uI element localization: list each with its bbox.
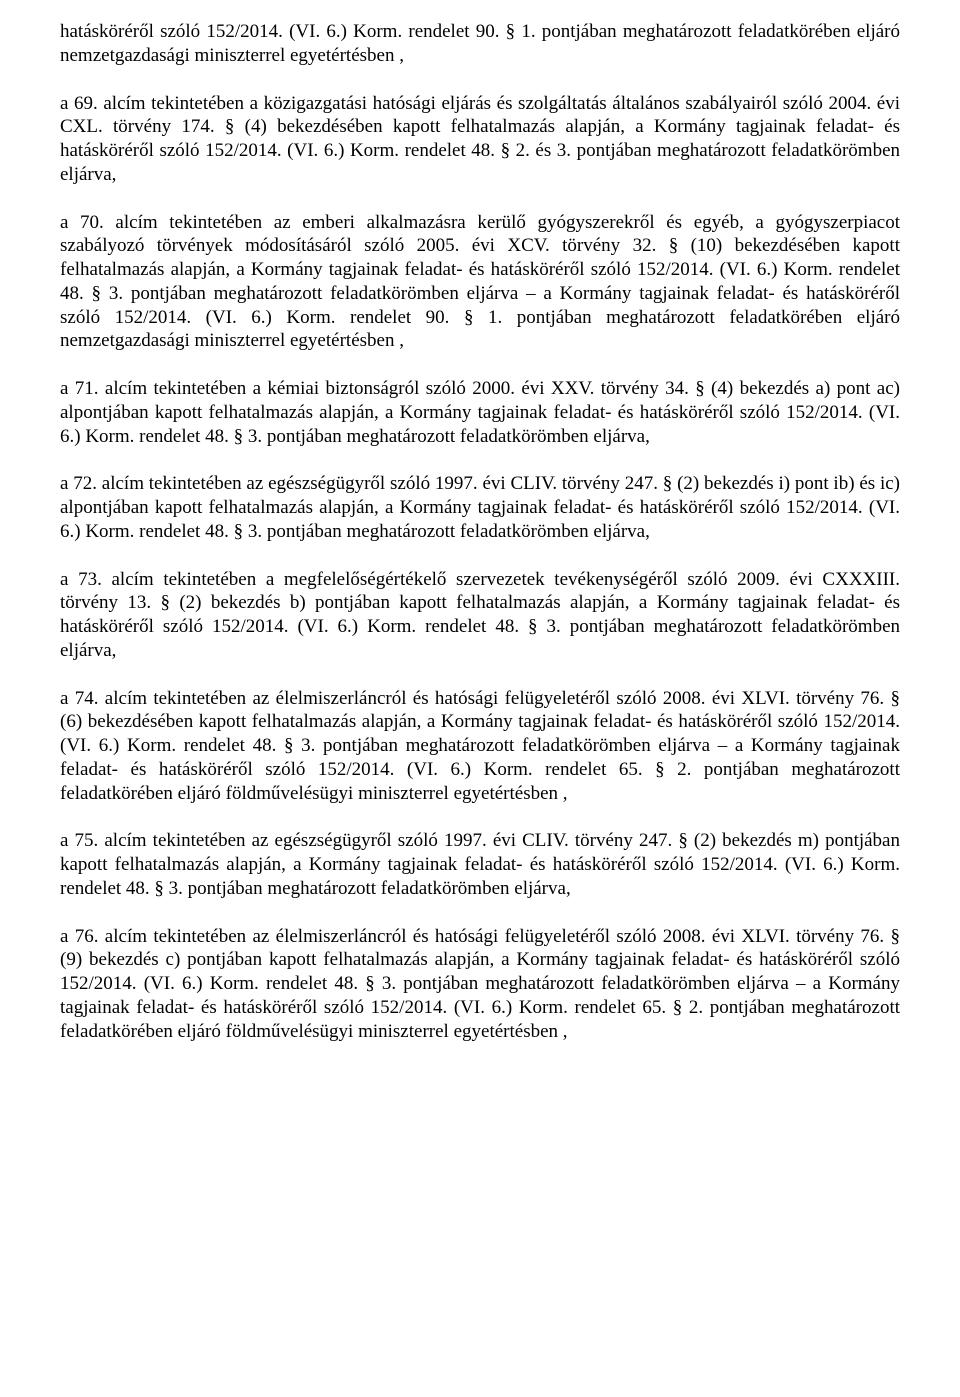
paragraph: a 74. alcím tekintetében az élelmiszerlá… (60, 687, 900, 806)
paragraph: a 75. alcím tekintetében az egészségügyr… (60, 829, 900, 900)
paragraph: a 73. alcím tekintetében a megfelelőségé… (60, 568, 900, 663)
paragraph: a 71. alcím tekintetében a kémiai bizton… (60, 377, 900, 448)
paragraph: a 69. alcím tekintetében a közigazgatási… (60, 92, 900, 187)
document-page: hatásköréről szóló 152/2014. (VI. 6.) Ko… (0, 0, 960, 1397)
paragraph: a 76. alcím tekintetében az élelmiszerlá… (60, 925, 900, 1044)
paragraph: a 70. alcím tekintetében az emberi alkal… (60, 211, 900, 354)
paragraph: a 72. alcím tekintetében az egészségügyr… (60, 472, 900, 543)
paragraph: hatásköréről szóló 152/2014. (VI. 6.) Ko… (60, 20, 900, 68)
